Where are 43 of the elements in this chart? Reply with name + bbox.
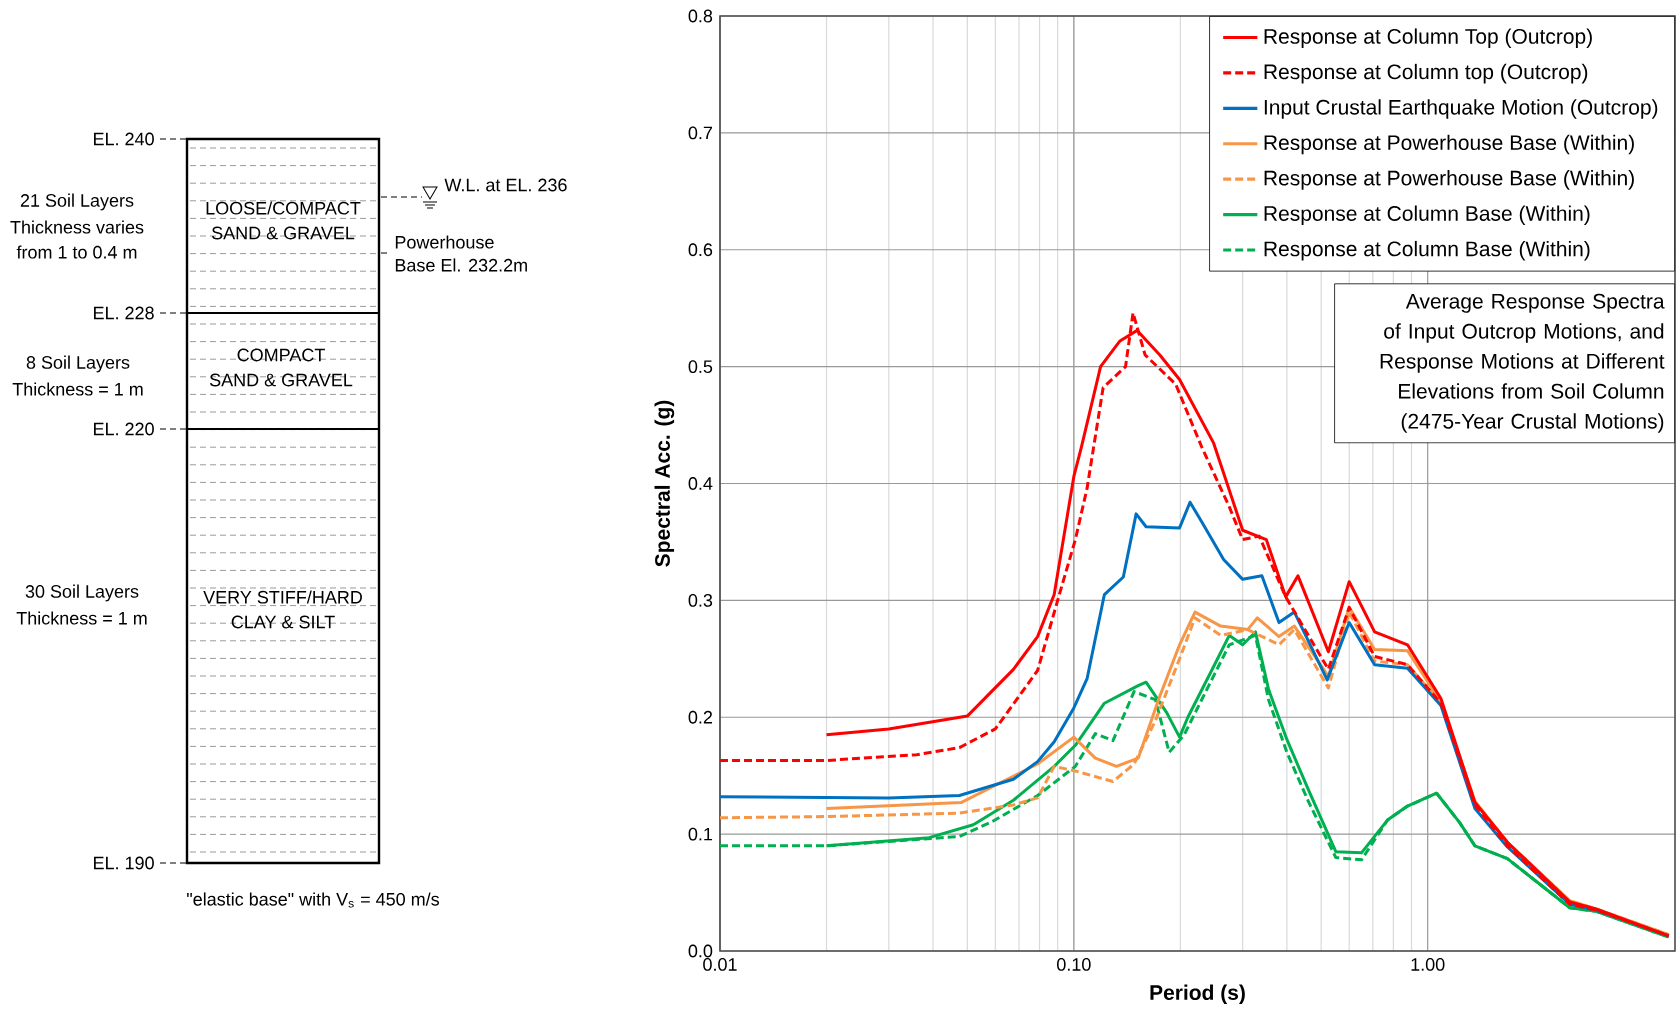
text: SAND & GRAVEL [211, 226, 355, 240]
legend-label: Response at Column top (Outcrop) [1264, 63, 1588, 84]
legend-label: Response at Column Base (Within) [1264, 240, 1590, 261]
text: Powerhouse [395, 235, 494, 249]
legend-label: Input Crustal Earthquake Motion (Outcrop) [1264, 99, 1658, 119]
text: W.L. at EL. 236 [444, 178, 567, 192]
y-tick-label: 0.4 [688, 477, 713, 490]
y-tick-label: 0.2 [688, 710, 713, 724]
text: Thickness varies [10, 220, 144, 234]
y-tick-label: 0.1 [688, 827, 713, 841]
text: EL. 220 [94, 422, 154, 436]
text: 8 Soil Layers [26, 355, 130, 373]
text: Thickness = 1 m [12, 382, 143, 396]
text: EL. 240 [94, 132, 154, 146]
text: 21 Soil Layers [20, 193, 134, 211]
annotation: Average Response Spectra of Input Outcrop Motions, and Response Motions at Different Elevations from Soil Column (2475-Year Crustal Motions) [1380, 293, 1665, 433]
text: "elastic base" with V$_{s}$ = 450 m/s [187, 892, 440, 908]
y-tick-label: 0.3 [688, 594, 713, 607]
y-tick-label: 0.8 [688, 9, 713, 23]
text: SAND & GRAVEL [209, 373, 353, 387]
text: EL. 190 [94, 856, 154, 870]
text: EL. 228 [94, 306, 154, 320]
legend-label: Response at Powerhouse Base (Within) [1264, 170, 1634, 190]
y-axis-title: Spectral Acc. (g) [654, 400, 675, 567]
x-tick-label: 0.01 [703, 958, 737, 971]
y-tick-label: 0.6 [688, 243, 713, 257]
y-tick-label: 0.0 [688, 944, 713, 958]
text: CLAY & SILT [231, 615, 335, 629]
text: from 1 to 0.4 m [16, 245, 137, 259]
x-axis-title: Period (s) [1150, 984, 1245, 1005]
text: 30 Soil Layers [25, 584, 139, 602]
text: Base El. 232.2m [395, 258, 527, 272]
y-tick-label: 0.5 [688, 360, 713, 374]
text: COMPACT [237, 348, 325, 362]
legend-label: Response at Column Top (Outcrop) [1264, 28, 1592, 48]
text: Thickness = 1 m [16, 611, 147, 625]
x-tick-label: 1.00 [1411, 958, 1445, 971]
text: VERY STIFF/HARD [203, 590, 362, 604]
text: LOOSE/COMPACT [206, 201, 361, 215]
x-tick-label: 0.10 [1057, 958, 1091, 971]
legend-label: Response at Column Base (Within) [1264, 205, 1590, 226]
y-tick-label: 0.7 [688, 126, 713, 140]
legend-label: Response at Powerhouse Base (Within) [1264, 134, 1634, 155]
